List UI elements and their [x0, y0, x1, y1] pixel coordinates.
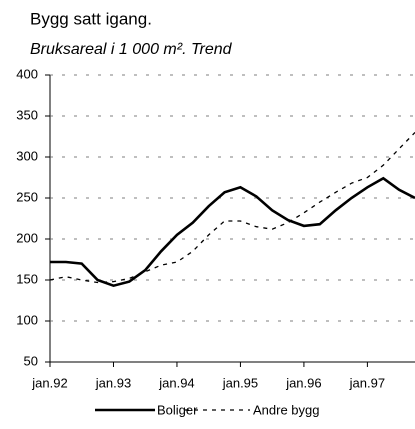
legend-label: Boliger — [157, 402, 198, 417]
y-tick-label: 250 — [16, 189, 38, 204]
y-tick-label: 100 — [16, 312, 38, 327]
chart-title: Bygg satt igang. — [30, 9, 152, 28]
chart-subtitle: Bruksareal i 1 000 m². Trend — [30, 41, 233, 58]
x-tick-label: jan.92 — [31, 375, 67, 390]
y-tick-label: 350 — [16, 107, 38, 122]
legend-label: Andre bygg — [253, 402, 320, 417]
y-tick-label: 50 — [24, 353, 38, 368]
x-tick-label: jan.93 — [95, 375, 131, 390]
x-tick-label: jan.96 — [285, 375, 321, 390]
x-tick-label: jan.97 — [349, 375, 385, 390]
x-tick-label: jan.95 — [222, 375, 258, 390]
y-tick-label: 400 — [16, 66, 38, 81]
y-tick-label: 150 — [16, 271, 38, 286]
y-tick-label: 300 — [16, 148, 38, 163]
y-tick-label: 200 — [16, 230, 38, 245]
x-tick-label: jan.94 — [158, 375, 194, 390]
series-line — [50, 176, 415, 288]
series-line — [49, 131, 415, 284]
